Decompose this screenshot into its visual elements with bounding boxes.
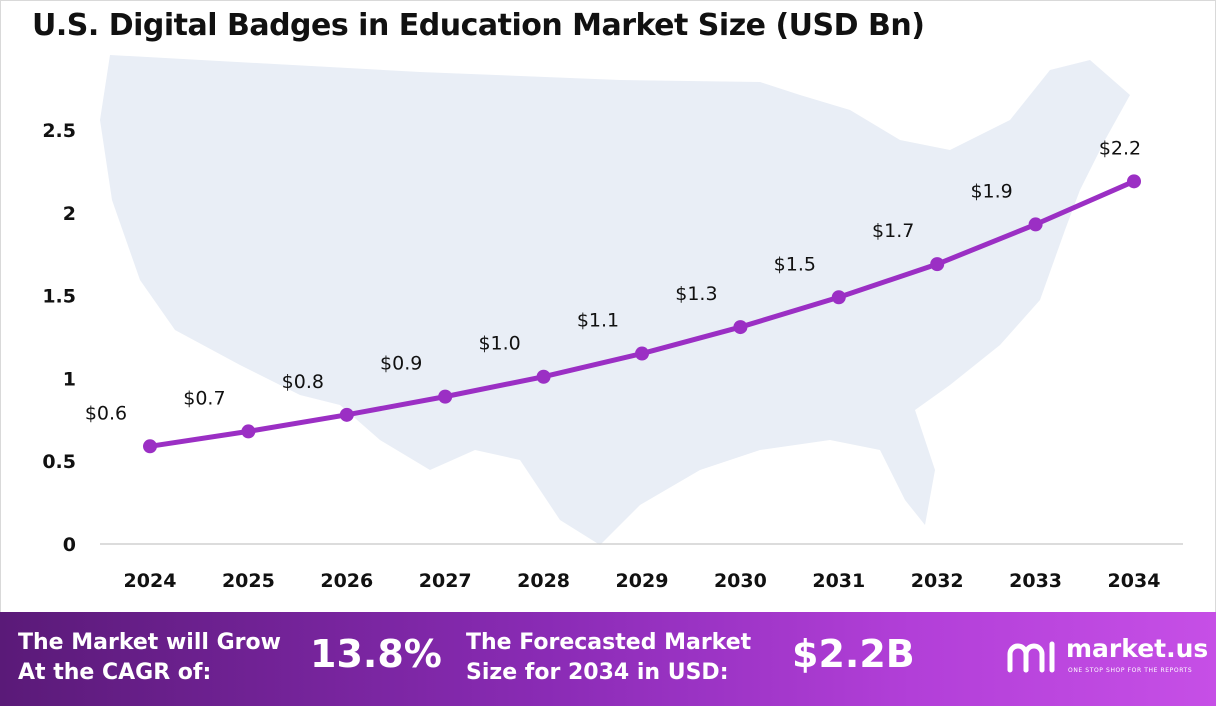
data-label: $0.6 [85,402,127,424]
cagr-label-line2: At the CAGR of: [18,660,212,685]
data-label: $0.7 [183,387,225,409]
x-tick-label: 2029 [616,570,669,592]
us-map-silhouette [100,55,1130,545]
x-tick-label: 2028 [517,570,570,592]
y-tick-label: 1 [63,368,76,390]
data-label: $2.2 [1099,137,1141,159]
data-point [1127,174,1141,189]
logo-name: market.us [1066,634,1209,663]
y-tick-label: 1.5 [42,286,76,308]
y-tick-label: 0.5 [42,451,76,473]
data-point [635,346,649,361]
x-tick-label: 2027 [419,570,472,592]
data-point [143,439,157,454]
data-point [1028,217,1043,232]
x-tick-label: 2032 [911,570,964,592]
x-tick-label: 2026 [320,570,373,592]
y-tick-label: 2.5 [42,120,76,142]
data-label: $1.1 [577,310,619,332]
chart-title: U.S. Digital Badges in Education Market … [32,8,925,43]
x-tick-label: 2024 [124,570,177,592]
data-label: $1.7 [872,220,914,242]
x-tick-label: 2031 [812,570,865,592]
data-point [438,389,453,404]
cagr-value: 13.8% [310,632,442,676]
forecast-label-line1: The Forecasted Market [466,630,752,655]
chart-canvas: 0 0.5 1 1.5 2 2.5 2024 2025 2026 2027 2028 2029 203… [42,55,1183,592]
x-tick-label: 2030 [714,570,767,592]
x-tick-label: 2033 [1009,570,1062,592]
cagr-label-line1: The Market will Grow [18,630,281,655]
forecast-label-line2: Size for 2034 in USD: [466,660,729,685]
market-us-logo-icon [1007,641,1055,673]
data-label: $1.9 [970,180,1012,202]
data-point [536,369,551,384]
data-point [831,290,846,305]
logo-tagline: ONE STOP SHOP FOR THE REPORTS [1068,667,1193,674]
summary-footer: The Market will Grow At the CAGR of: 13.… [0,612,1216,706]
x-tick-label: 2025 [222,570,275,592]
data-label: $1.0 [478,333,520,355]
data-point [733,320,748,335]
data-label: $1.3 [675,283,717,305]
forecast-value: $2.2B [792,632,915,676]
data-point [339,407,354,422]
data-point [241,424,256,439]
y-tick-label: 0 [63,534,76,556]
data-label: $0.9 [380,353,422,375]
data-point [930,257,945,272]
data-label: $0.8 [282,371,324,393]
x-tick-label: 2034 [1108,570,1161,592]
data-label: $1.5 [774,253,816,275]
y-tick-label: 2 [63,203,76,225]
